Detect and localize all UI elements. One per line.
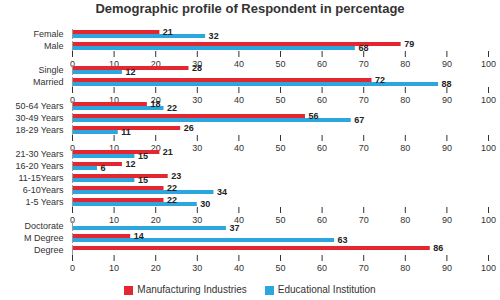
svg-text:Female: Female bbox=[33, 29, 63, 39]
svg-text:60: 60 bbox=[317, 143, 327, 153]
svg-text:6-10Years: 6-10Years bbox=[23, 185, 64, 195]
svg-text:60: 60 bbox=[317, 95, 327, 105]
svg-text:30: 30 bbox=[192, 215, 202, 225]
svg-text:22: 22 bbox=[167, 195, 177, 205]
svg-text:15: 15 bbox=[138, 151, 148, 161]
svg-text:30: 30 bbox=[200, 199, 210, 209]
svg-text:32: 32 bbox=[209, 31, 219, 41]
svg-text:Degree: Degree bbox=[34, 245, 64, 255]
svg-text:30: 30 bbox=[192, 143, 202, 153]
svg-text:0: 0 bbox=[70, 142, 75, 153]
svg-text:40: 40 bbox=[234, 95, 244, 105]
svg-text:60: 60 bbox=[317, 215, 327, 225]
svg-text:40: 40 bbox=[234, 143, 244, 153]
svg-text:56: 56 bbox=[308, 111, 318, 121]
svg-text:50: 50 bbox=[275, 59, 285, 69]
svg-text:21: 21 bbox=[163, 147, 173, 157]
svg-text:30-49 Years: 30-49 Years bbox=[15, 113, 64, 123]
svg-text:90: 90 bbox=[442, 95, 452, 105]
svg-text:20: 20 bbox=[150, 142, 161, 153]
svg-text:50: 50 bbox=[275, 263, 285, 273]
svg-text:63: 63 bbox=[338, 235, 348, 245]
svg-text:50: 50 bbox=[275, 95, 285, 105]
svg-text:1-5 Years: 1-5 Years bbox=[25, 197, 64, 207]
svg-text:67: 67 bbox=[354, 115, 364, 125]
svg-text:Doctorate: Doctorate bbox=[24, 221, 63, 231]
svg-text:40: 40 bbox=[233, 214, 244, 225]
svg-text:6: 6 bbox=[100, 163, 105, 173]
svg-text:34: 34 bbox=[217, 187, 227, 197]
svg-text:0: 0 bbox=[70, 263, 75, 273]
svg-text:79: 79 bbox=[404, 39, 414, 49]
svg-text:80: 80 bbox=[400, 59, 410, 69]
svg-text:21-30 Years: 21-30 Years bbox=[15, 149, 64, 159]
svg-text:22: 22 bbox=[167, 183, 177, 193]
svg-text:50: 50 bbox=[275, 143, 285, 153]
svg-text:100: 100 bbox=[481, 95, 496, 105]
svg-text:12: 12 bbox=[125, 67, 135, 77]
svg-text:80: 80 bbox=[400, 143, 410, 153]
svg-text:10: 10 bbox=[109, 263, 119, 273]
svg-text:80: 80 bbox=[400, 95, 410, 105]
svg-text:20: 20 bbox=[150, 58, 161, 69]
svg-text:68: 68 bbox=[358, 43, 368, 53]
svg-text:30: 30 bbox=[192, 263, 202, 273]
svg-text:18: 18 bbox=[150, 99, 160, 109]
svg-text:10: 10 bbox=[109, 94, 120, 105]
svg-text:0: 0 bbox=[70, 58, 75, 69]
svg-text:M Degree: M Degree bbox=[24, 233, 64, 243]
svg-text:Male: Male bbox=[44, 41, 64, 51]
svg-text:90: 90 bbox=[442, 215, 452, 225]
html-text:Demographic profile of Respond: Demographic profile of Respondent in per… bbox=[95, 1, 405, 16]
svg-text:70: 70 bbox=[359, 143, 369, 153]
svg-text:20: 20 bbox=[151, 215, 161, 225]
svg-text:70: 70 bbox=[359, 263, 369, 273]
svg-text:37: 37 bbox=[229, 223, 239, 233]
svg-text:28: 28 bbox=[192, 63, 202, 73]
svg-text:10: 10 bbox=[109, 215, 119, 225]
svg-text:23: 23 bbox=[171, 171, 181, 181]
svg-text:0: 0 bbox=[70, 94, 75, 105]
svg-text:26: 26 bbox=[184, 123, 194, 133]
svg-text:18-29 Years: 18-29 Years bbox=[15, 125, 64, 135]
svg-text:40: 40 bbox=[234, 263, 244, 273]
svg-text:80: 80 bbox=[400, 263, 410, 273]
svg-text:30: 30 bbox=[192, 95, 202, 105]
svg-text:90: 90 bbox=[442, 263, 452, 273]
svg-text:90: 90 bbox=[442, 143, 452, 153]
svg-text:72: 72 bbox=[375, 75, 385, 85]
svg-text:14: 14 bbox=[134, 231, 144, 241]
svg-text:60: 60 bbox=[317, 59, 327, 69]
svg-text:50-64 Years: 50-64 Years bbox=[15, 101, 64, 111]
html-text:Educational Institution: Educational Institution bbox=[277, 284, 376, 295]
svg-text:22: 22 bbox=[167, 103, 177, 113]
svg-text:70: 70 bbox=[359, 59, 369, 69]
svg-text:86: 86 bbox=[433, 243, 443, 253]
svg-text:60: 60 bbox=[317, 263, 327, 273]
svg-text:100: 100 bbox=[481, 215, 496, 225]
svg-text:10: 10 bbox=[109, 58, 120, 69]
svg-text:21: 21 bbox=[163, 27, 173, 37]
svg-text:20: 20 bbox=[151, 263, 161, 273]
svg-text:50: 50 bbox=[275, 215, 285, 225]
svg-text:Married: Married bbox=[33, 77, 64, 87]
svg-text:16-20 Years: 16-20 Years bbox=[15, 161, 64, 171]
svg-text:15: 15 bbox=[138, 175, 148, 185]
svg-text:40: 40 bbox=[234, 59, 244, 69]
svg-text:10: 10 bbox=[109, 142, 120, 153]
svg-text:0: 0 bbox=[70, 214, 75, 225]
html-text:Manufacturing Industries: Manufacturing Industries bbox=[137, 284, 247, 295]
svg-text:70: 70 bbox=[359, 215, 369, 225]
svg-text:90: 90 bbox=[442, 59, 452, 69]
svg-text:100: 100 bbox=[481, 59, 496, 69]
svg-text:11-15Years: 11-15Years bbox=[18, 173, 64, 183]
svg-text:12: 12 bbox=[125, 159, 135, 169]
svg-text:11: 11 bbox=[121, 127, 131, 137]
svg-text:Single: Single bbox=[38, 65, 63, 75]
svg-text:70: 70 bbox=[359, 95, 369, 105]
svg-text:100: 100 bbox=[481, 263, 496, 273]
svg-text:100: 100 bbox=[481, 143, 496, 153]
svg-text:80: 80 bbox=[400, 215, 410, 225]
svg-text:88: 88 bbox=[442, 79, 452, 89]
